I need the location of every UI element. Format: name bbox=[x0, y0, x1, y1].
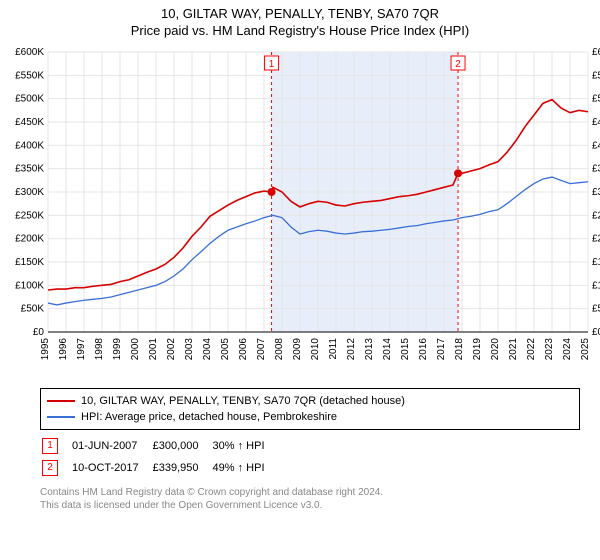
x-label: 2006 bbox=[238, 338, 249, 361]
y-label-right: £100K bbox=[592, 280, 600, 291]
x-label: 2018 bbox=[454, 338, 465, 361]
legend-swatch bbox=[47, 416, 75, 418]
x-label: 2019 bbox=[472, 338, 483, 361]
y-label: £0 bbox=[33, 327, 45, 338]
x-label: 2004 bbox=[202, 338, 213, 361]
x-label: 2000 bbox=[130, 338, 141, 361]
x-label: 2015 bbox=[400, 338, 411, 361]
x-label: 2014 bbox=[382, 338, 393, 361]
title-block: 10, GILTAR WAY, PENALLY, TENBY, SA70 7QR… bbox=[0, 6, 600, 38]
x-label: 1998 bbox=[94, 338, 105, 361]
legend: 10, GILTAR WAY, PENALLY, TENBY, SA70 7QR… bbox=[40, 388, 580, 430]
y-label: £400K bbox=[15, 140, 44, 151]
x-label: 2023 bbox=[544, 338, 555, 361]
x-label: 2005 bbox=[220, 338, 231, 361]
x-label: 2011 bbox=[328, 338, 339, 360]
y-label: £500K bbox=[15, 94, 44, 105]
legend-label: 10, GILTAR WAY, PENALLY, TENBY, SA70 7QR… bbox=[81, 395, 405, 407]
x-label: 2012 bbox=[346, 338, 357, 361]
footer-line1: Contains HM Land Registry data © Crown c… bbox=[40, 486, 580, 499]
legend-row: 10, GILTAR WAY, PENALLY, TENBY, SA70 7QR… bbox=[47, 393, 573, 409]
marker-date: 10-OCT-2017 bbox=[72, 458, 151, 478]
y-label-right: £150K bbox=[592, 257, 600, 268]
marker-price: £300,000 bbox=[153, 436, 211, 456]
x-label: 2008 bbox=[274, 338, 285, 361]
legend-swatch bbox=[47, 400, 75, 402]
x-label: 2021 bbox=[508, 338, 519, 361]
x-label: 2017 bbox=[436, 338, 447, 361]
y-label-right: £250K bbox=[592, 210, 600, 221]
y-label-right: £400K bbox=[592, 140, 600, 151]
x-label: 1999 bbox=[112, 338, 123, 361]
x-label: 2016 bbox=[418, 338, 429, 361]
x-label: 1996 bbox=[58, 338, 69, 361]
footer-attribution: Contains HM Land Registry data © Crown c… bbox=[40, 486, 580, 512]
legend-label: HPI: Average price, detached house, Pemb… bbox=[81, 411, 337, 423]
x-label: 2001 bbox=[148, 338, 159, 361]
y-label-right: £300K bbox=[592, 187, 600, 198]
marker-row: 2 10-OCT-2017£339,95049% ↑ HPI bbox=[42, 458, 277, 478]
marker-badge-num: 1 bbox=[269, 59, 275, 70]
x-label: 2009 bbox=[292, 338, 303, 361]
x-label: 2013 bbox=[364, 338, 375, 361]
title-address: 10, GILTAR WAY, PENALLY, TENBY, SA70 7QR bbox=[0, 6, 600, 21]
marker-badge: 2 bbox=[42, 460, 58, 476]
y-label: £250K bbox=[15, 210, 44, 221]
y-label: £50K bbox=[21, 304, 45, 315]
y-label: £350K bbox=[15, 164, 44, 175]
y-label: £600K bbox=[15, 47, 44, 58]
marker-badge-num: 2 bbox=[455, 59, 461, 70]
y-label: £300K bbox=[15, 187, 44, 198]
marker-table: 1 01-JUN-2007£300,00030% ↑ HPI 2 10-OCT-201… bbox=[40, 434, 279, 480]
y-label-right: £0 bbox=[592, 327, 600, 338]
x-label: 2003 bbox=[184, 338, 195, 361]
y-label-right: £550K bbox=[592, 70, 600, 81]
marker-row: 1 01-JUN-2007£300,00030% ↑ HPI bbox=[42, 436, 277, 456]
y-label: £200K bbox=[15, 234, 44, 245]
legend-row: HPI: Average price, detached house, Pemb… bbox=[47, 409, 573, 425]
y-label-right: £500K bbox=[592, 94, 600, 105]
marker-delta: 30% ↑ HPI bbox=[213, 436, 277, 456]
y-label: £450K bbox=[15, 117, 44, 128]
x-label: 2002 bbox=[166, 338, 177, 361]
marker-date: 01-JUN-2007 bbox=[72, 436, 151, 456]
x-label: 2007 bbox=[256, 338, 267, 361]
x-label: 1995 bbox=[40, 338, 51, 361]
x-label: 1997 bbox=[76, 338, 87, 361]
x-label: 2022 bbox=[526, 338, 537, 361]
marker-price: £339,950 bbox=[153, 458, 211, 478]
marker-delta: 49% ↑ HPI bbox=[213, 458, 277, 478]
x-label: 2020 bbox=[490, 338, 501, 361]
x-label: 2024 bbox=[562, 338, 573, 361]
y-label-right: £600K bbox=[592, 47, 600, 58]
y-label: £550K bbox=[15, 70, 44, 81]
y-label-right: £50K bbox=[592, 304, 600, 315]
marker-badge: 1 bbox=[42, 438, 58, 454]
x-label: 2025 bbox=[580, 338, 591, 361]
y-label: £150K bbox=[15, 257, 44, 268]
footer-line2: This data is licensed under the Open Gov… bbox=[40, 499, 580, 512]
price-chart: £0 £0 £50K £50K £100K £100K £150K £150K £200K £20… bbox=[0, 42, 600, 382]
chart-container: £0 £0 £50K £50K £100K £100K £150K £150K £200K £20… bbox=[0, 42, 600, 382]
y-label: £100K bbox=[15, 280, 44, 291]
x-label: 2010 bbox=[310, 338, 321, 361]
y-label-right: £350K bbox=[592, 164, 600, 175]
y-label-right: £200K bbox=[592, 234, 600, 245]
title-subtitle: Price paid vs. HM Land Registry's House … bbox=[0, 23, 600, 38]
y-label-right: £450K bbox=[592, 117, 600, 128]
